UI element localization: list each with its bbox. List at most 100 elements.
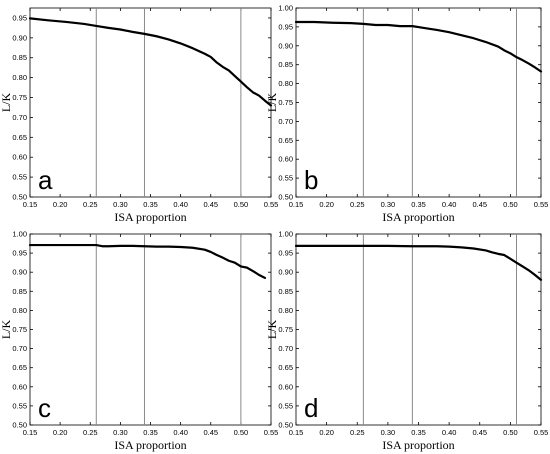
x-tick-label: 0.35	[411, 200, 426, 209]
y-tick-label: 0.50	[278, 421, 293, 430]
y-tick-label: 0.65	[278, 363, 293, 372]
y-tick-label: 0.60	[12, 153, 27, 162]
y-axis-label: L/K	[0, 93, 13, 113]
y-tick-label: 0.85	[278, 287, 293, 296]
y-tick-label: 0.65	[12, 363, 27, 372]
y-tick-label: 0.95	[278, 22, 293, 31]
y-tick-label: 0.65	[278, 136, 293, 145]
x-tick-label: 0.30	[113, 428, 128, 437]
x-tick-label: 0.55	[534, 428, 549, 437]
y-tick-label: 0.50	[12, 193, 27, 202]
x-tick-label: 0.15	[23, 200, 38, 209]
y-tick-label: 0.55	[278, 401, 293, 410]
y-tick-label: 1.00	[12, 230, 27, 239]
x-tick-label: 0.45	[203, 200, 218, 209]
panel-a: 0.50 0.55 0.60 0.65 0.70 0.75 0.80 0.85 0.90 0.95…	[0, 7, 278, 224]
plot-frame	[295, 7, 542, 198]
x-tick-label: 0.25	[83, 428, 98, 437]
y-axis-label: L/K	[265, 320, 279, 340]
panel-label: b	[304, 165, 318, 195]
y-tick-label: 0.80	[278, 79, 293, 88]
x-axis-label: ISA proportion	[114, 438, 186, 452]
y-tick-label: 0.90	[12, 33, 27, 42]
y-tick-label: 0.75	[12, 93, 27, 102]
y-tick-label: 0.50	[278, 193, 293, 202]
x-tick-label: 0.50	[503, 428, 518, 437]
x-tick-label: 0.55	[264, 428, 279, 437]
x-tick-label: 0.30	[381, 200, 396, 209]
x-tick-label: 0.30	[381, 428, 396, 437]
y-tick-label: 0.55	[278, 174, 293, 183]
y-tick-label: 0.60	[278, 382, 293, 391]
x-tick-label: 0.50	[503, 200, 518, 209]
y-tick-label: 0.90	[12, 268, 27, 277]
y-tick-label: 0.65	[12, 133, 27, 142]
y-tick-label: 1.00	[278, 4, 293, 13]
y-axis-label: L/K	[265, 93, 279, 113]
y-tick-label: 0.85	[278, 60, 293, 69]
x-tick-label: 0.40	[442, 200, 457, 209]
x-tick-label: 0.45	[203, 428, 218, 437]
plot-frame	[29, 7, 272, 198]
y-tick-label: 1.00	[278, 230, 293, 239]
x-tick-label: 0.30	[113, 200, 128, 209]
x-axis-label: ISA proportion	[382, 438, 454, 452]
x-tick-label: 0.35	[411, 428, 426, 437]
y-tick-label: 0.90	[278, 41, 293, 50]
x-tick-label: 0.35	[143, 428, 158, 437]
y-tick-label: 0.75	[278, 325, 293, 334]
panel-c: 0.50 0.55 0.60 0.65 0.70 0.75 0.80 0.85 0.90 0.95…	[0, 230, 278, 453]
y-tick-label: 0.55	[12, 173, 27, 182]
y-tick-label: 0.60	[12, 382, 27, 391]
y-tick-label: 0.95	[12, 249, 27, 258]
y-tick-label: 0.80	[12, 73, 27, 82]
y-tick-label: 0.85	[12, 53, 27, 62]
x-tick-label: 0.25	[83, 200, 98, 209]
x-tick-label: 0.40	[173, 200, 188, 209]
x-tick-label: 0.20	[319, 200, 334, 209]
y-tick-label: 0.80	[278, 306, 293, 315]
plot-frame	[29, 233, 272, 426]
x-tick-label: 0.40	[442, 428, 457, 437]
x-tick-label: 0.25	[350, 428, 365, 437]
y-tick-label: 0.70	[12, 344, 27, 353]
panel-d: 0.500.550.600.650.700.750.800.850.900.95…	[265, 230, 548, 453]
y-tick-label: 0.60	[278, 155, 293, 164]
y-tick-label: 0.95	[278, 249, 293, 258]
x-tick-label: 0.45	[472, 200, 487, 209]
y-tick-label: 0.50	[12, 421, 27, 430]
x-axis-label: ISA proportion	[114, 210, 186, 224]
x-tick-label: 0.25	[350, 200, 365, 209]
series-line	[28, 243, 267, 280]
series-line	[294, 20, 543, 73]
x-tick-label: 0.35	[143, 200, 158, 209]
plot-frame	[295, 233, 542, 426]
x-tick-label: 0.15	[289, 428, 304, 437]
x-tick-label: 0.50	[234, 428, 249, 437]
panel-label: a	[38, 165, 53, 195]
y-tick-label: 0.90	[278, 268, 293, 277]
x-tick-label: 0.20	[53, 428, 68, 437]
y-tick-label: 0.70	[12, 113, 27, 122]
x-tick-label: 0.15	[289, 200, 304, 209]
x-axis-label: ISA proportion	[382, 210, 454, 224]
x-tick-label: 0.15	[23, 428, 38, 437]
x-tick-label: 0.45	[472, 428, 487, 437]
x-tick-label: 0.50	[234, 200, 249, 209]
y-tick-label: 0.55	[12, 401, 27, 410]
x-tick-label: 0.20	[53, 200, 68, 209]
x-tick-label: 0.55	[534, 200, 549, 209]
panel-label: c	[38, 393, 51, 423]
series-line	[294, 244, 543, 281]
panel-b: 0.50 0.55 0.60 0.65 0.70 0.75 0.80 0.85 0.90 0.95…	[265, 4, 548, 225]
y-tick-label: 0.75	[12, 325, 27, 334]
y-tick-label: 0.75	[278, 98, 293, 107]
y-tick-label: 0.70	[278, 344, 293, 353]
series-line	[28, 17, 273, 107]
x-tick-label: 0.20	[319, 428, 334, 437]
y-tick-label: 0.85	[12, 287, 27, 296]
panel-label: d	[304, 393, 318, 423]
y-tick-label: 0.70	[278, 117, 293, 126]
y-axis-label: L/K	[0, 320, 13, 340]
